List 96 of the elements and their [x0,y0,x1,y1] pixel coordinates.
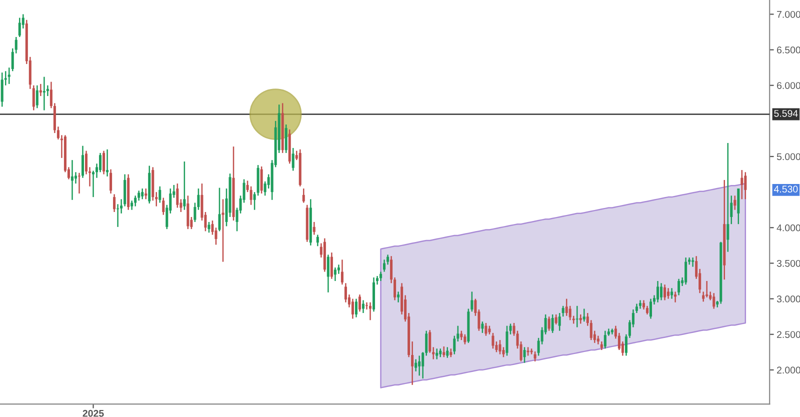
candlestick [0,72,4,108]
candlestick [340,259,344,286]
candlestick [740,169,744,200]
candlestick [568,305,572,321]
candlestick [712,292,716,310]
candlestick [218,187,221,232]
candlestick [8,66,10,85]
ref-line-label: 5.594 [774,110,798,117]
candlestick [362,300,364,314]
candlestick [312,221,316,236]
candlestick [351,298,354,320]
candlestick [582,308,586,322]
candlestick [211,220,214,236]
candlestick [534,350,536,362]
y-tick-label: 7.000 [777,10,800,18]
candlestick [562,305,564,318]
candlestick [726,142,730,252]
candlestick [208,221,210,234]
candlestick [554,314,558,326]
candlestick [442,346,446,358]
candlestick [660,282,663,301]
candlestick [414,358,418,372]
candlestick [102,150,106,175]
candlestick [354,298,358,318]
candlestick [36,84,38,109]
candlestick [260,166,263,194]
y-tick-label: 6.500 [777,46,800,54]
candlestick [506,325,508,356]
y-tick-label: 5.000 [776,153,800,160]
candlestick [484,322,488,336]
candlestick [418,355,421,376]
candlestick [141,188,144,200]
candlestick [498,339,502,355]
candlestick [183,160,186,210]
candlestick [684,256,688,286]
candlestick [649,298,652,320]
y-tick-label: 6.000 [777,82,800,89]
candlestick [523,346,526,364]
candlestick [302,188,305,204]
candlestick [106,148,109,178]
candlestick [222,198,224,262]
candlestick [358,294,361,312]
candlestick [144,188,148,200]
candlestick [334,266,336,282]
candlestick [316,234,319,247]
candlestick [380,271,382,282]
candlestick [292,147,294,172]
candlestick [42,76,46,111]
candlestick [250,186,252,206]
candlestick [576,305,578,328]
candlestick [130,200,134,210]
candlestick [39,83,42,97]
y-tick-label: 2.500 [777,331,800,338]
candlestick [551,314,554,334]
candlestick [558,312,561,332]
text: 4.530 [774,186,798,193]
candlestick [565,298,568,316]
y-tick-label: 3.500 [776,260,800,267]
candlestick [110,168,112,194]
y-tick-label: 2.000 [777,366,800,374]
candlestick [481,320,484,334]
candlestick [162,197,165,216]
candlestick [678,278,680,296]
candlestick [642,300,645,310]
candlestick [326,254,330,294]
x-tick-label: 2025 [82,410,104,417]
y-tick-label: 3.000 [776,296,800,302]
candlestick [176,182,179,208]
candlestick [284,124,288,154]
candlestick [330,252,333,280]
candlestick [670,287,674,300]
candlestick [706,280,708,298]
candlestick [158,186,162,204]
candlestick [656,280,660,303]
candlestick [744,172,747,200]
candlestick [18,17,21,38]
candlestick [186,195,190,230]
candlestick [667,287,670,300]
candlestick [579,314,582,324]
candlestick [692,256,694,268]
y-tick-label: 4.000 [776,224,800,232]
candlestick [70,159,74,201]
candlestick [734,195,736,210]
candlestick [453,335,456,355]
candlestick [78,172,80,194]
candlestick [664,284,666,301]
candlestick [81,145,84,178]
candlestick [492,332,494,350]
candlestick [460,330,463,341]
candlestick [674,291,677,303]
candlestick [604,330,606,350]
candlestick [446,346,449,358]
candlestick [113,194,116,213]
candlestick [464,334,466,345]
candlestick [548,316,550,332]
candlestick [397,291,400,303]
